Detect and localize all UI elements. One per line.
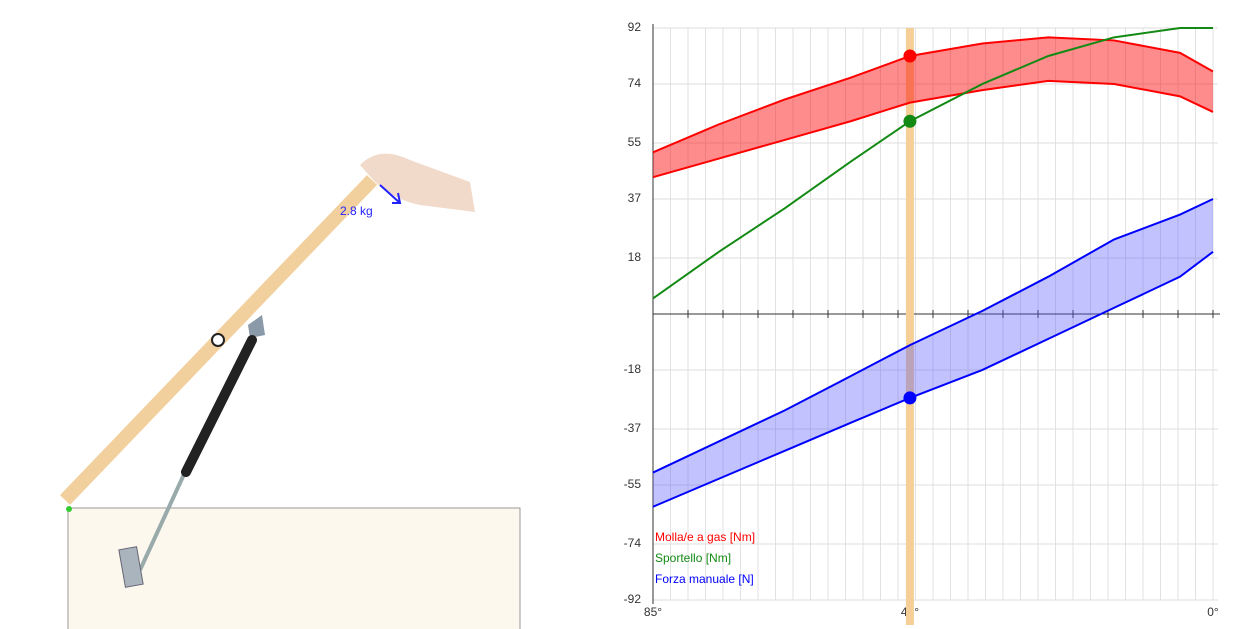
line [652,198,1214,474]
x-tick-label: 0° [1207,605,1219,619]
y-tick-label: 74 [628,76,642,90]
band-lower [652,79,1214,179]
legend-entry: Molla/e a gas [Nm] [655,530,755,544]
y-tick-label: 37 [628,191,642,205]
load-label: 2.8 kg [340,204,373,218]
gas-spring [181,335,257,477]
upper-bracket [248,315,265,338]
center-of-mass [211,333,225,347]
current-dot [903,391,917,405]
band-fill [653,198,1213,507]
y-tick-label: -74 [624,536,642,550]
chart: 9274553718-18-37-55-74-9285°46°0°Molla/e… [624,20,1220,625]
legend-entry: Sportello [Nm] [655,551,731,565]
y-tick-label: 55 [628,135,642,149]
y-tick-label: -92 [624,592,642,606]
y-tick-label: -18 [624,362,642,376]
hand [360,153,475,212]
y-tick-label: 92 [628,20,642,34]
legend-entry: Forza manuale [N] [655,572,754,586]
lower-bracket [118,546,144,588]
band-lower [652,251,1214,508]
y-tick-label: 18 [628,250,642,264]
x-tick-label: 85° [644,605,662,619]
y-tick-label: -55 [624,477,642,491]
band-fill [653,37,1213,178]
current-dot [903,49,917,63]
mechanism-diagram: 2.8 kg [59,153,521,629]
piston-rod [138,469,188,571]
current-dot [903,114,917,128]
load-arrow [379,184,402,204]
hinge [66,506,72,512]
line [652,27,1213,300]
line [652,36,1214,154]
y-tick-label: -37 [624,421,642,435]
cabinet [67,507,521,629]
